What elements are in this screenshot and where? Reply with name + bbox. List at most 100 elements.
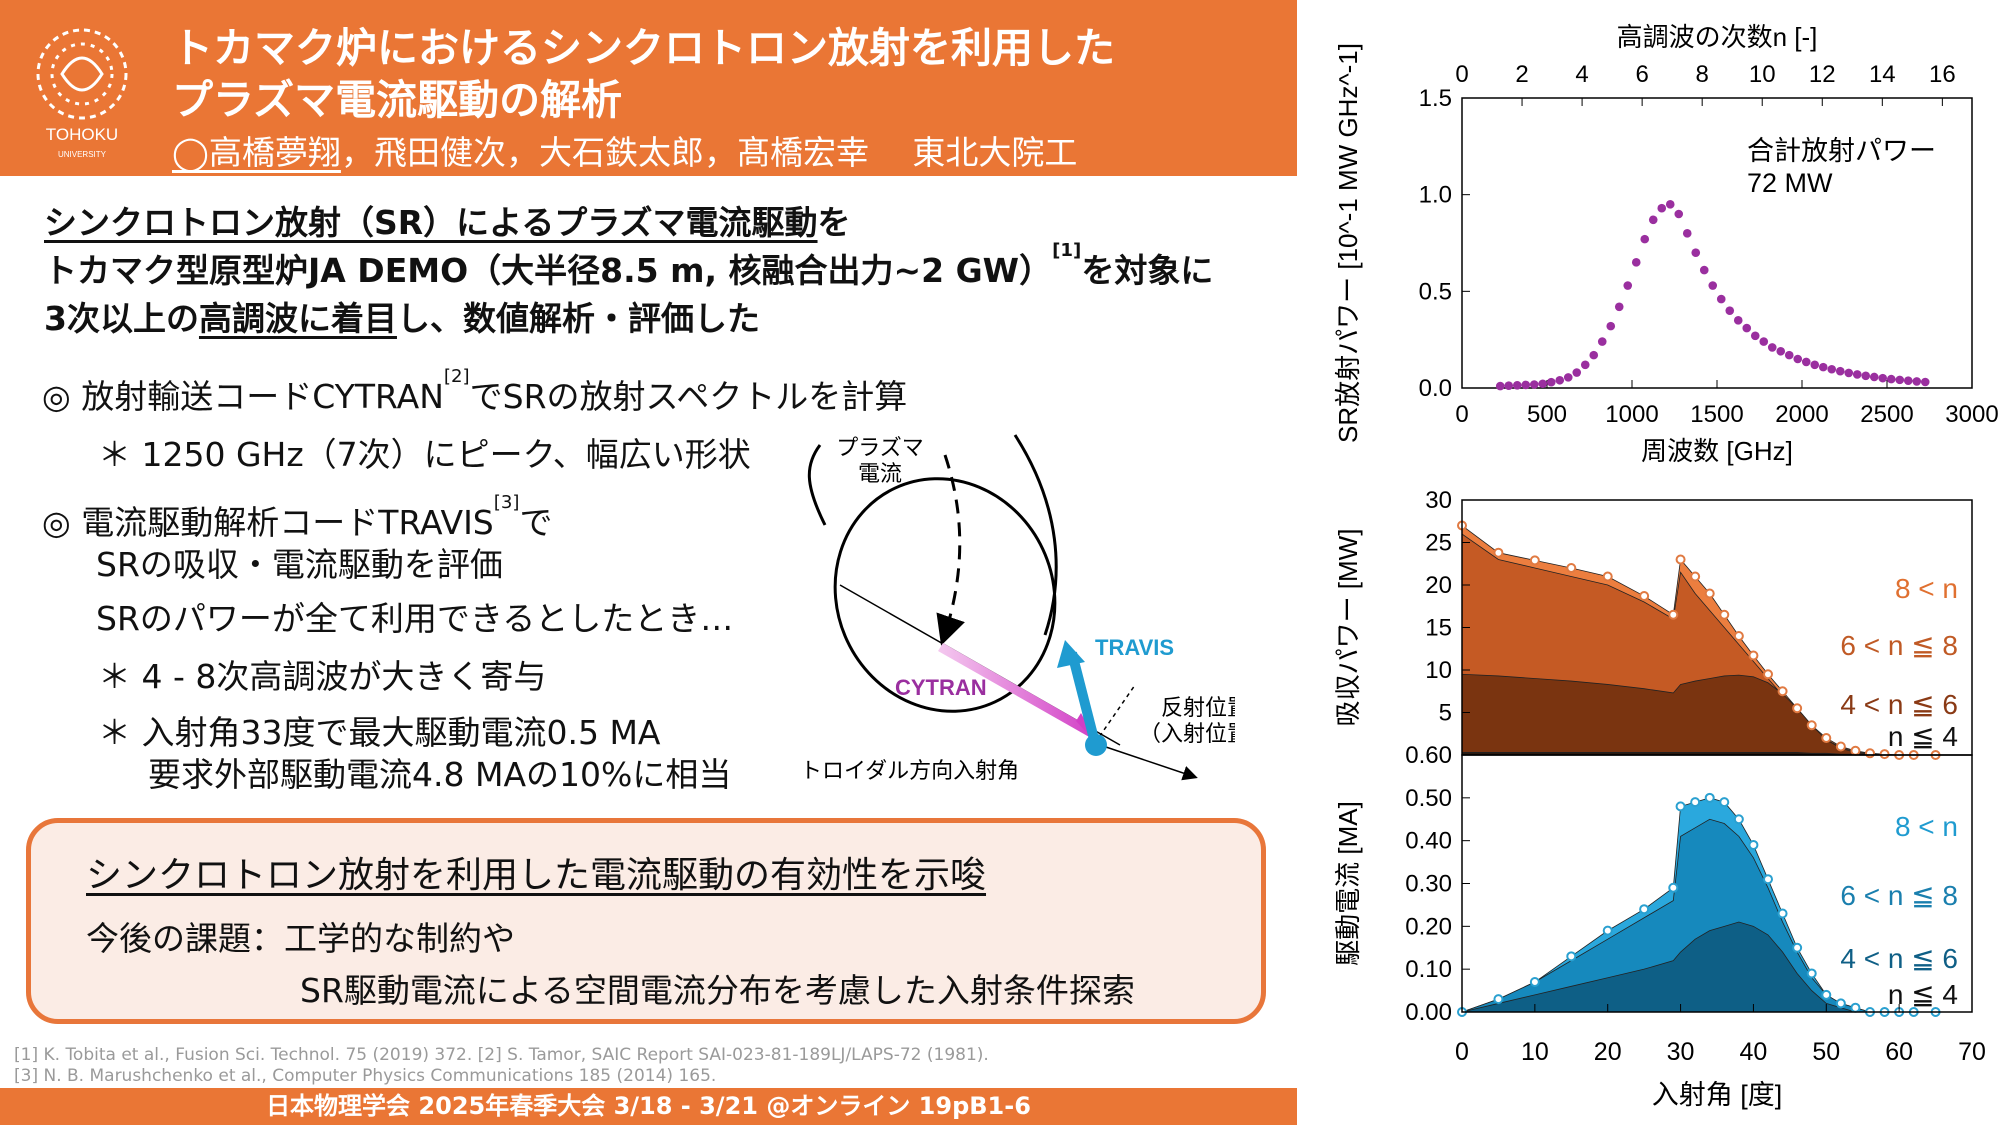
data-point xyxy=(1767,343,1777,352)
coauthors: ，飛田健次，大石鉄太郎，髙橋宏幸 東北大院工 xyxy=(340,133,1078,172)
data-point xyxy=(1850,745,1861,756)
intro-line-2-text: トカマク型原型炉JA DEMO（大半径8.5 m, 核融合出力~2 GW） xyxy=(44,251,1053,290)
y-tick-label: 0.60 xyxy=(1405,742,1452,769)
x2-tick-label: 0 xyxy=(1455,61,1468,88)
intro-line-1-rest: を xyxy=(817,203,851,242)
authors: ◯高橋夢翔，飛田健次，大石鉄太郎，髙橋宏幸 東北大院工 xyxy=(172,126,1077,174)
data-point xyxy=(1674,209,1684,219)
data-point xyxy=(1602,571,1613,582)
x-tick-label: 30 xyxy=(1667,1038,1695,1066)
data-point xyxy=(1623,281,1633,290)
cytran-beam xyxy=(938,643,1095,738)
data-point xyxy=(1763,669,1773,680)
data-point xyxy=(1690,797,1701,808)
data-point xyxy=(1806,968,1817,979)
series-label: 6 < n ≦ 8 xyxy=(1840,630,1958,661)
x-tick-label: 0 xyxy=(1455,1038,1469,1066)
data-point xyxy=(1818,362,1828,372)
conclusion-headline: シンクロトロン放射を利用した電流駆動の有効性を示唆 xyxy=(86,846,986,898)
torus-diagram: プラズマ電流 CYTRAN TRAVIS 反射位置（入射位置） トロイダル方向入… xyxy=(800,434,1235,783)
data-point xyxy=(1827,364,1837,374)
x2-tick-label: 8 xyxy=(1695,61,1708,88)
y-tick-label: 10 xyxy=(1425,657,1452,684)
data-point xyxy=(1821,733,1832,743)
data-point xyxy=(1648,215,1658,225)
data-point xyxy=(1759,337,1769,346)
y-tick-label: 0.20 xyxy=(1405,913,1452,940)
data-point xyxy=(1716,294,1726,304)
data-point xyxy=(1495,381,1505,391)
y-tick-label: 0.0 xyxy=(1419,375,1452,402)
intro-line-1: シンクロトロン放射（SR）によるプラズマ電流駆動を xyxy=(44,196,851,244)
reflection-point xyxy=(1085,734,1107,756)
footer-banner: 日本物理学会 2025年春季大会 3/18 - 3/21 @オンライン 19pB… xyxy=(0,1088,1297,1125)
x-axis-label: 周波数 [GHz] xyxy=(1641,436,1793,466)
data-point xyxy=(1920,377,1930,387)
data-point xyxy=(1691,248,1701,257)
data-point xyxy=(1835,366,1845,376)
intro-line-3-pre: 3次以上の xyxy=(44,299,199,338)
data-point xyxy=(1668,609,1679,620)
data-point xyxy=(1852,370,1862,379)
data-point xyxy=(1850,1002,1861,1013)
x-tick-label: 70 xyxy=(1958,1038,1986,1066)
data-point xyxy=(1546,377,1556,387)
data-point xyxy=(1895,375,1905,385)
data-point xyxy=(1903,376,1913,385)
data-point xyxy=(1793,354,1803,364)
y-tick-label: 30 xyxy=(1425,487,1452,514)
data-point xyxy=(1521,380,1531,390)
x-tick-label: 2000 xyxy=(1775,401,1828,428)
series-label: 4 < n ≦ 6 xyxy=(1840,689,1958,720)
sub-bullet-ratio: 要求外部駆動電流4.8 MAの10%に相当 xyxy=(148,755,732,794)
label-cytran: CYTRAN xyxy=(895,675,987,700)
normal-line xyxy=(1094,684,1136,744)
bullet-travis: ◎ 電流駆動解析コードTRAVIS[3]で xyxy=(42,492,553,544)
data-point xyxy=(1708,281,1718,290)
title-line-1: トカマク炉におけるシンクロトロン放射を利用した xyxy=(172,24,1115,72)
tohoku-logo: TOHOKU UNIVERSITY xyxy=(36,28,128,159)
future-task-line-2: SR駆動電流による空間電流分布を考慮した入射条件探索 xyxy=(300,971,1135,1010)
data-point xyxy=(1792,703,1803,714)
data-point xyxy=(1844,368,1854,378)
data-point xyxy=(1566,951,1577,962)
data-point xyxy=(1733,631,1744,641)
bullet-cytran: ◎ 放射輸送コードCYTRAN[2]でSRの放射スペクトルを計算 xyxy=(42,366,907,418)
data-point xyxy=(1801,357,1811,367)
data-point xyxy=(1529,977,1540,988)
university-subname: UNIVERSITY xyxy=(58,150,107,159)
data-point xyxy=(1493,547,1504,558)
data-point xyxy=(1861,371,1871,381)
series-label: n ≦ 4 xyxy=(1888,721,1958,752)
title-line-2: プラズマ電流駆動の解析 xyxy=(172,76,623,124)
data-point xyxy=(1725,306,1735,315)
data-point xyxy=(1878,373,1888,383)
x2-tick-label: 10 xyxy=(1749,61,1776,88)
travis-beam xyxy=(1067,651,1100,745)
y-axis-label: SR放射パワー [10^-1 MW GHz^-1] xyxy=(1333,43,1363,443)
data-point xyxy=(1750,331,1760,341)
x-tick-label: 20 xyxy=(1594,1038,1622,1066)
data-point xyxy=(1529,380,1539,389)
torus-outer-edge xyxy=(1013,434,1058,636)
bullet-travis-rest: で xyxy=(519,503,553,542)
data-point xyxy=(1690,571,1701,582)
data-point xyxy=(1733,316,1743,325)
travis-arrowhead xyxy=(1057,640,1085,668)
x-tick-label: 60 xyxy=(1885,1038,1913,1066)
data-point xyxy=(1665,200,1675,209)
presenter: ◯高橋夢翔 xyxy=(172,133,341,172)
ref-2-marker: [2] xyxy=(443,366,470,387)
y-tick-label: 0.10 xyxy=(1405,956,1452,983)
label-reflection: 反射位置（入射位置） xyxy=(1139,695,1235,746)
y-tick-label: 5 xyxy=(1439,700,1452,727)
data-point xyxy=(1810,360,1820,370)
y-axis-label: 吸収パワー [MW] xyxy=(1333,529,1363,727)
data-point xyxy=(1566,563,1577,573)
reference-line-2: [3] N. B. Marushchenko et al., Computer … xyxy=(14,1066,717,1086)
data-point xyxy=(1719,797,1730,808)
x2-tick-label: 4 xyxy=(1575,61,1588,88)
intro-underline: シンクロトロン放射（SR）によるプラズマ電流駆動 xyxy=(44,203,818,242)
plasma-cross-section xyxy=(833,477,1057,713)
data-point xyxy=(1668,882,1679,893)
